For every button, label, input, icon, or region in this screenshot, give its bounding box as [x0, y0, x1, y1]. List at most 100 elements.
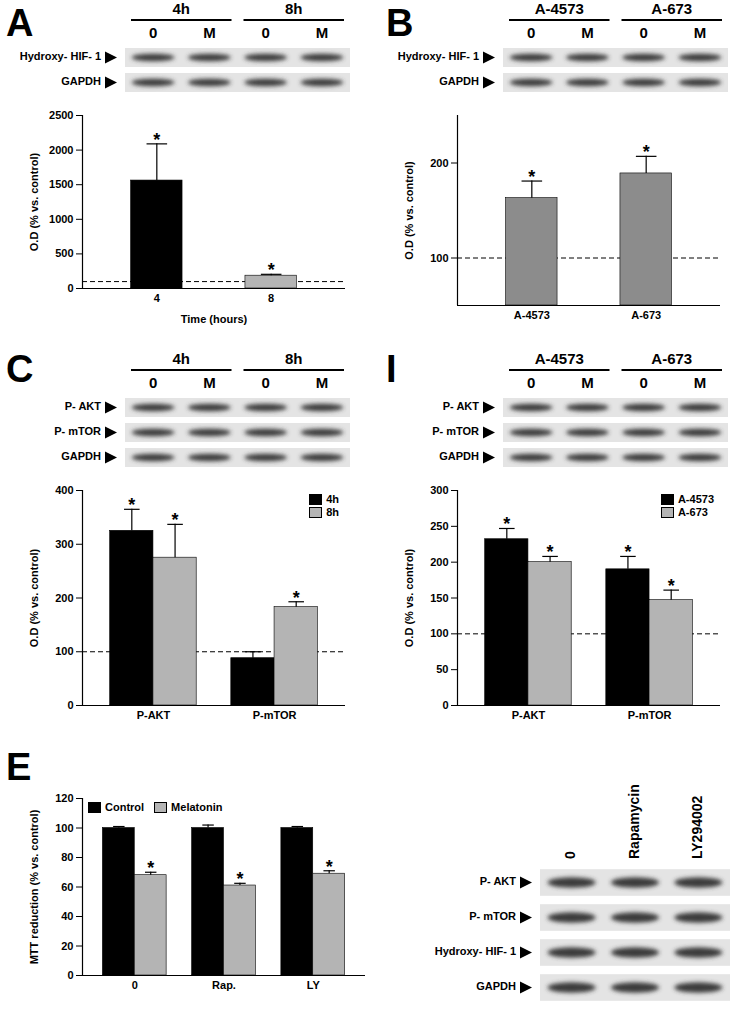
svg-text:M: M	[581, 24, 594, 41]
svg-text:0: 0	[149, 374, 157, 391]
svg-text:M: M	[316, 374, 329, 391]
svg-text:0: 0	[261, 24, 269, 41]
svg-text:0: 0	[639, 24, 647, 41]
svg-text:O.D (% vs. control): O.D (% vs. control)	[403, 548, 415, 647]
svg-text:1500: 1500	[49, 178, 73, 190]
svg-text:0: 0	[527, 24, 535, 41]
svg-text:P-mTOR: P-mTOR	[253, 709, 297, 721]
svg-text:0: 0	[67, 969, 73, 981]
svg-text:250: 250	[430, 520, 448, 532]
svg-text:M: M	[694, 374, 707, 391]
svg-text:0: 0	[639, 374, 647, 391]
svg-text:A-4573: A-4573	[514, 309, 550, 321]
svg-text:150: 150	[430, 592, 448, 604]
html-text:A: A	[6, 2, 34, 44]
svg-text:*: *	[528, 167, 535, 187]
svg-text:100: 100	[55, 822, 73, 834]
svg-text:GAPDH: GAPDH	[61, 75, 101, 87]
svg-text:2500: 2500	[49, 109, 73, 121]
svg-text:50: 50	[436, 663, 448, 675]
svg-text:100: 100	[430, 627, 448, 639]
svg-text:300: 300	[55, 538, 73, 550]
svg-text:200: 200	[55, 592, 73, 604]
svg-text:*: *	[547, 542, 554, 562]
svg-text:P- mTOR: P- mTOR	[469, 910, 516, 922]
svg-text:0: 0	[442, 699, 448, 711]
svg-text:*: *	[128, 495, 135, 515]
svg-text:100: 100	[55, 645, 73, 657]
svg-text:P- mTOR: P- mTOR	[432, 425, 479, 437]
svg-text:Rapamycin: Rapamycin	[626, 784, 642, 859]
svg-text:P- AKT: P- AKT	[480, 875, 517, 887]
svg-text:M: M	[203, 374, 216, 391]
svg-text:*: *	[236, 869, 243, 889]
svg-text:A-673: A-673	[651, 0, 692, 17]
svg-text:P- AKT: P- AKT	[443, 400, 480, 412]
svg-text:GAPDH: GAPDH	[439, 450, 479, 462]
svg-text:4: 4	[154, 292, 161, 304]
svg-text:Hydroxy- HIF- 1: Hydroxy- HIF- 1	[435, 945, 516, 957]
svg-text:*: *	[643, 142, 650, 162]
svg-text:4h: 4h	[172, 350, 190, 367]
svg-text:0: 0	[132, 979, 138, 991]
svg-text:O.D (% vs. control): O.D (% vs. control)	[28, 548, 40, 647]
svg-text:LY294002: LY294002	[689, 795, 705, 859]
svg-text:P- mTOR: P- mTOR	[54, 425, 101, 437]
svg-text:Hydroxy- HIF- 1: Hydroxy- HIF- 1	[398, 50, 479, 62]
svg-text:2000: 2000	[49, 144, 73, 156]
svg-text:P-mTOR: P-mTOR	[628, 709, 672, 721]
svg-text:*: *	[326, 857, 333, 877]
svg-text:400: 400	[55, 484, 73, 496]
svg-text:M: M	[316, 24, 329, 41]
svg-text:O.D (% vs. control): O.D (% vs. control)	[403, 161, 415, 260]
svg-text:0: 0	[67, 282, 73, 294]
svg-text:*: *	[153, 130, 160, 150]
svg-text:500: 500	[55, 247, 73, 259]
svg-text:*: *	[268, 260, 275, 280]
svg-text:300: 300	[430, 484, 448, 496]
svg-text:MTT reduction (% vs. control): MTT reduction (% vs. control)	[28, 809, 40, 964]
svg-text:*: *	[668, 576, 675, 596]
svg-text:*: *	[172, 510, 179, 530]
svg-text:40: 40	[61, 910, 73, 922]
svg-text:8h: 8h	[285, 0, 303, 17]
svg-text:200: 200	[430, 157, 448, 169]
svg-text:0: 0	[149, 24, 157, 41]
svg-text:A-4573: A-4573	[535, 0, 584, 17]
svg-text:*: *	[624, 542, 631, 562]
svg-text:4h: 4h	[172, 0, 190, 17]
svg-text:80: 80	[61, 851, 73, 863]
svg-text:1000: 1000	[49, 213, 73, 225]
svg-text:20: 20	[61, 940, 73, 952]
svg-text:A-673: A-673	[651, 350, 692, 367]
svg-text:O.D (% vs. control): O.D (% vs. control)	[28, 152, 40, 251]
svg-text:*: *	[293, 588, 300, 608]
svg-text:Time (hours): Time (hours)	[181, 313, 248, 325]
svg-text:0: 0	[527, 374, 535, 391]
svg-text:A-673: A-673	[631, 309, 661, 321]
svg-text:P-AKT: P-AKT	[512, 709, 546, 721]
svg-text:8: 8	[268, 292, 274, 304]
svg-text:8h: 8h	[285, 350, 303, 367]
svg-text:*: *	[503, 514, 510, 534]
svg-text:60: 60	[61, 881, 73, 893]
svg-text:P- AKT: P- AKT	[65, 400, 102, 412]
svg-text:*: *	[147, 858, 154, 878]
svg-text:200: 200	[430, 556, 448, 568]
svg-text:0: 0	[562, 851, 578, 859]
svg-text:100: 100	[430, 252, 448, 264]
svg-text:120: 120	[55, 792, 73, 804]
svg-text:P-AKT: P-AKT	[137, 709, 171, 721]
svg-text:0: 0	[261, 374, 269, 391]
svg-text:GAPDH: GAPDH	[476, 980, 516, 992]
svg-text:0: 0	[67, 699, 73, 711]
svg-text:M: M	[694, 24, 707, 41]
svg-text:GAPDH: GAPDH	[439, 75, 479, 87]
svg-text:A-4573: A-4573	[535, 350, 584, 367]
svg-text:Rap.: Rap.	[212, 979, 236, 991]
svg-text:LY: LY	[307, 979, 321, 991]
svg-text:M: M	[203, 24, 216, 41]
svg-text:Hydroxy- HIF- 1: Hydroxy- HIF- 1	[20, 50, 101, 62]
svg-text:M: M	[581, 374, 594, 391]
svg-text:GAPDH: GAPDH	[61, 450, 101, 462]
